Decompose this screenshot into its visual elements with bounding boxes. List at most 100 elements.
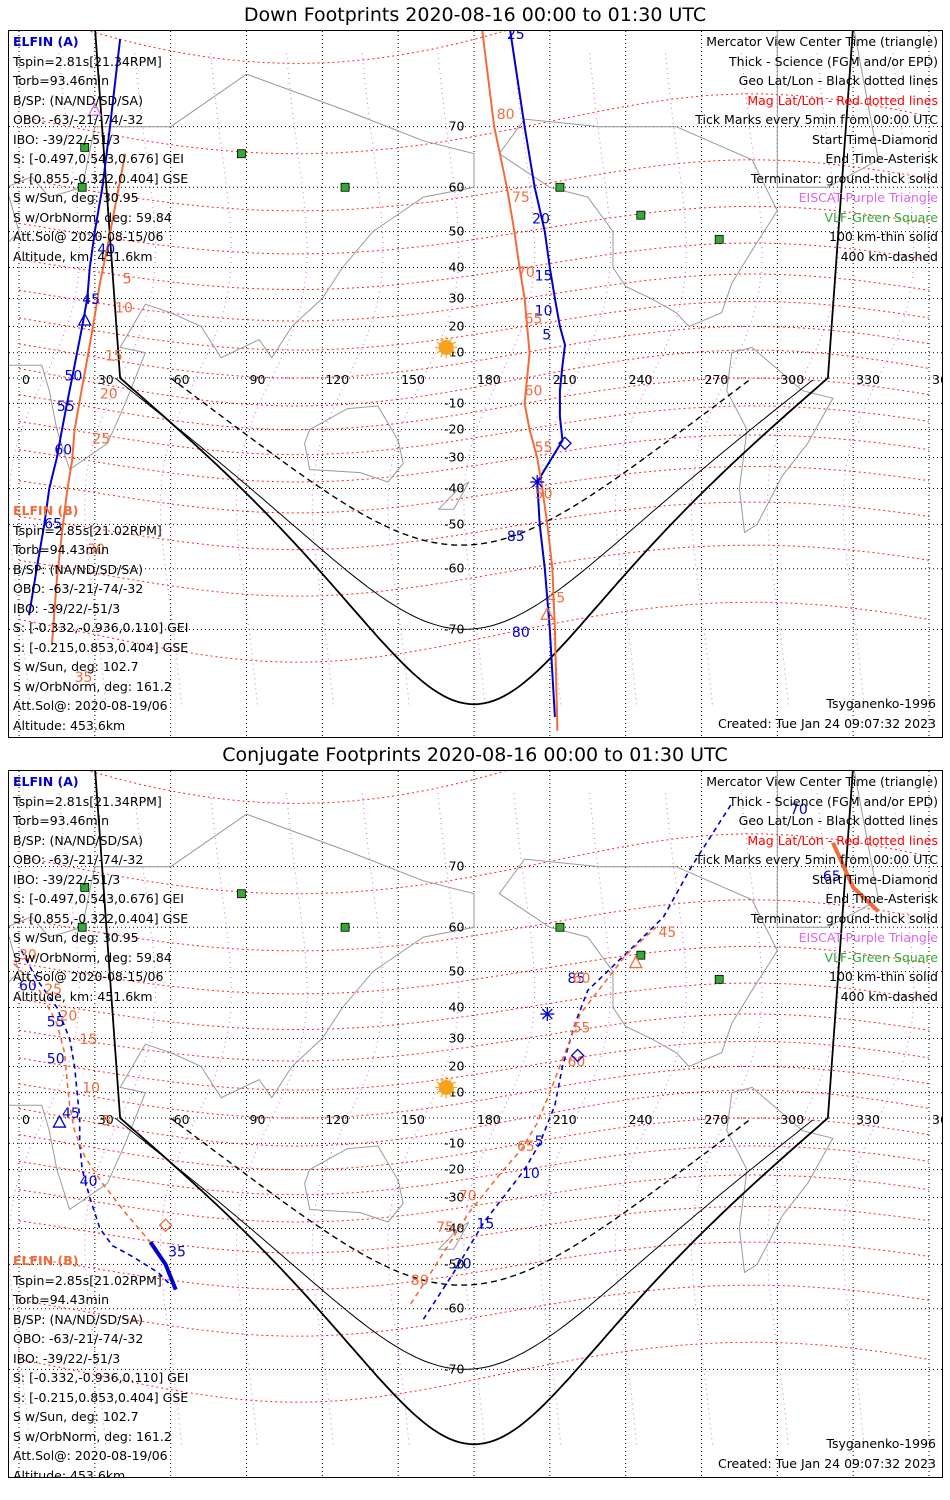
info-line: S: [-0.497,0.543,0.676] GEI: [13, 151, 184, 166]
down-footprints-panel: Down Footprints 2020-08-16 00:00 to 01:3…: [0, 0, 950, 740]
legend-item: Geo Lat/Lon - Black dotted lines: [738, 73, 938, 88]
elfin-b-track-pass2: [481, 31, 559, 731]
track-time-tick: 15: [105, 348, 123, 364]
coastline: [9, 813, 475, 1211]
legend-item: Terminator: ground-thick solid: [750, 170, 938, 186]
elfin-b-track-pass2: [410, 926, 657, 1305]
mag-parallel: [18, 1040, 930, 1091]
track-time-tick: 70: [517, 265, 535, 281]
elfin-a-label: ELFIN (A): [13, 34, 79, 49]
lat-tick-label: 50: [449, 224, 465, 239]
info-line: Altitude: 453.6km: [13, 717, 126, 733]
track-time-tick: 65: [517, 1139, 535, 1155]
sun-ray: [436, 350, 441, 354]
sun-icon: [438, 1079, 454, 1095]
info-line: S: [0.855,-0.322,0.404] GSE: [13, 170, 189, 186]
info-line: S w/OrbNorm, deg: 161.2: [13, 678, 172, 694]
lon-tick-label: 300: [780, 372, 804, 387]
sun-ray: [451, 341, 457, 345]
track-time-tick: 60: [54, 443, 72, 459]
track-time-tick: 45: [62, 1106, 80, 1122]
terminator-100km: [114, 1117, 814, 1370]
legend-item: Thick - Science (FGM and/or EPD): [729, 53, 938, 69]
info-line: Altitude: 453.6km: [13, 1467, 126, 1478]
vlf-station-marker: [77, 922, 87, 932]
lon-tick-label: 210: [553, 372, 577, 387]
lon-tick-label: 120: [325, 1112, 349, 1127]
track-time-tick: 55: [57, 399, 75, 415]
footprint-map: 0 30 60 90 120 150 180 210 240 270 300 330 360 70 60 50…: [9, 31, 942, 737]
track-time-tick: 75: [512, 190, 530, 206]
track-time-tick: 25: [507, 31, 525, 43]
coastline: [9, 73, 475, 471]
lat-tick-label: -50: [444, 1256, 464, 1271]
mag-parallel: [18, 300, 930, 351]
info-line: S: [0.855,-0.322,0.404] GSE: [13, 910, 189, 926]
model-label: Tsyganenko-1996: [826, 696, 936, 711]
panel-title: Conjugate Footprints 2020-08-16 00:00 to…: [222, 744, 728, 766]
lon-tick-label: 0: [22, 372, 30, 387]
track-time-tick: 55: [535, 440, 553, 456]
lon-tick-label: 60: [174, 372, 190, 387]
track-time-tick: 65: [44, 516, 62, 532]
track-time-tick: 35: [75, 670, 93, 686]
mag-parallel: [18, 434, 930, 483]
lat-tick-label: -60: [444, 561, 464, 576]
track-time-tick: 75: [436, 1220, 454, 1236]
lon-tick-label: 300: [780, 1112, 804, 1127]
lat-tick-label: -10: [444, 1135, 464, 1150]
lon-tick-label: 330: [856, 1112, 880, 1127]
lon-tick-label: 270: [705, 1112, 729, 1127]
track-time-tick: 55: [573, 1021, 591, 1037]
lat-tick-label: 40: [449, 1000, 465, 1015]
info-line: B/SP: (NA/ND/SD/SA): [13, 832, 143, 848]
legend-item: Thick - Science (FGM and/or EPD): [729, 793, 938, 809]
lat-tick-label: 30: [449, 290, 465, 305]
track-time-tick: 20: [59, 1008, 77, 1024]
legend-item: End Time-Asterisk: [825, 891, 938, 906]
info-line: OBO: -63/-21/-74/-32: [13, 112, 144, 127]
sun-ray: [449, 1093, 453, 1098]
elfin-b-science-segment: [831, 841, 880, 913]
mag-parallel: [18, 349, 930, 407]
coastline: [304, 405, 404, 483]
vlf-station-marker: [77, 182, 87, 192]
mag-parallel: [18, 1065, 930, 1119]
info-line: IBO: -39/22/-51/3: [13, 1350, 121, 1366]
lon-tick-label: 90: [250, 372, 266, 387]
legend: Mercator View Center Time (triangle) Thi…: [695, 772, 938, 1006]
track-time-tick: 40: [97, 242, 115, 258]
elfin-a-info: ELFIN (A) Tspin=2.81s[21.34RPM] Torb=93.…: [13, 772, 188, 1006]
vlf-station-marker: [340, 182, 350, 192]
legend-item: Tick Marks every 5min from 00:00 UTC: [695, 112, 938, 127]
coastline: [498, 858, 778, 1067]
track-time-tick: 15: [477, 1216, 495, 1232]
coastline: [776, 771, 879, 928]
info-line: S w/Sun, deg: 102.7: [13, 1409, 139, 1424]
terminator-ground: [94, 31, 854, 706]
mag-parallel: [18, 1013, 930, 1062]
coastline: [437, 1221, 470, 1250]
terminator-100km: [114, 377, 814, 630]
lon-tick-label: 180: [477, 1112, 501, 1127]
lat-tick-label: -20: [444, 1162, 464, 1177]
conjugate-footprints-panel: Conjugate Footprints 2020-08-16 00:00 to…: [0, 740, 950, 1490]
sun-ray: [449, 353, 453, 358]
info-line: OBO: -63/-21/-74/-32: [13, 852, 144, 867]
info-line: S: [-0.332,-0.936,0.110] GEI: [13, 1370, 189, 1385]
lat-tick-label: -60: [444, 1301, 464, 1316]
created-timestamp: Created: Tue Jan 24 09:07:32 2023: [717, 1456, 936, 1471]
lon-tick-label: 0: [22, 1112, 30, 1127]
panel-title: Down Footprints 2020-08-16 00:00 to 01:3…: [243, 4, 707, 26]
terminator-ground: [94, 771, 854, 1446]
lat-tick-label: 70: [449, 859, 465, 874]
lat-tick-label: 40: [449, 260, 465, 275]
elfin-b-track: [13, 963, 152, 1243]
sun-ray: [449, 337, 453, 342]
sun-ray: [436, 1090, 441, 1094]
sun-ray: [451, 1090, 457, 1094]
track-time-tick: 15: [80, 1032, 98, 1048]
info-line: Torb=94.43min: [13, 542, 110, 557]
start-diamond: [570, 1048, 585, 1063]
lon-tick-label: 360: [932, 372, 942, 387]
